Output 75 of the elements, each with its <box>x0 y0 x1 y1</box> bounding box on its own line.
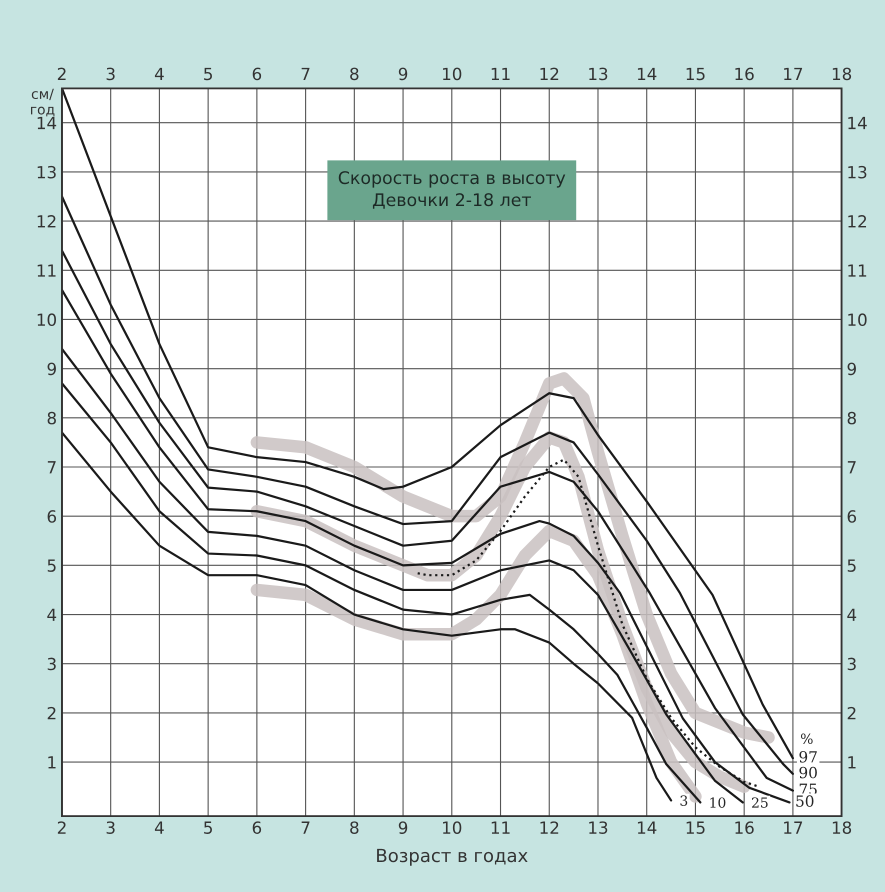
y2-tick-label: 11 <box>848 264 866 277</box>
annotation: % <box>800 733 813 744</box>
x2-tick-label: 6 <box>252 68 262 80</box>
x2-tick-label: 3 <box>106 68 115 80</box>
x2-tick-label: 15 <box>686 68 705 80</box>
x-tick-label: 10 <box>443 821 462 834</box>
x-tick-label: 9 <box>398 821 408 834</box>
y-tick-label: 1 <box>48 756 56 768</box>
x2-tick-label: 14 <box>638 68 656 80</box>
y-tick-label: 2 <box>48 706 56 720</box>
x-axis-title: Возраст в годах <box>377 848 528 866</box>
y-tick-label: 11 <box>38 264 56 277</box>
x-tick-label: 7 <box>302 822 310 834</box>
x-tick-label: 3 <box>106 821 115 834</box>
y-tick-label: 5 <box>48 560 56 572</box>
x-tick-label: 13 <box>589 821 608 834</box>
x-tick-label: 5 <box>204 822 212 834</box>
y2-tick-label: 14 <box>848 116 867 130</box>
x-tick-label: 11 <box>492 822 510 834</box>
x-tick-label: 14 <box>638 822 656 834</box>
y2-tick-label: 4 <box>847 608 856 621</box>
x2-tick-label: 5 <box>204 68 212 80</box>
y2-tick-label: 13 <box>848 166 866 178</box>
y-tick-label: 12 <box>38 215 56 228</box>
series-label: 10 <box>710 797 726 808</box>
y-tick-label: 4 <box>47 608 56 621</box>
x-tick-label: 6 <box>252 821 262 834</box>
x2-tick-label: 9 <box>398 68 408 80</box>
x-tick-label: 16 <box>735 821 754 834</box>
y-tick-label: 9 <box>48 362 56 376</box>
y-tick-label: 6 <box>48 510 56 523</box>
y-tick-label: 7 <box>48 461 56 474</box>
x-tick-label: 8 <box>350 821 358 834</box>
y2-tick-label: 2 <box>848 706 856 720</box>
y2-tick-label: 10 <box>848 313 867 326</box>
series-label: 3 <box>680 795 688 806</box>
y-tick-label: 14 <box>38 116 56 130</box>
x2-tick-label: 12 <box>540 68 558 80</box>
x2-tick-label: 17 <box>784 68 802 80</box>
y2-tick-label: 5 <box>848 560 856 572</box>
x-tick-label: 15 <box>686 822 705 834</box>
series-label: 50 <box>796 795 814 807</box>
x2-tick-label: 16 <box>735 68 754 80</box>
y2-tick-label: 9 <box>848 362 856 376</box>
x2-tick-label: 4 <box>154 68 164 80</box>
y2-tick-label: 12 <box>848 215 866 228</box>
series-label: 90 <box>799 766 817 778</box>
x-tick-label: 17 <box>784 822 802 834</box>
series-label: 25 <box>752 797 768 808</box>
x2-tick-label: 18 <box>832 68 852 80</box>
y-tick-label: 8 <box>48 412 56 424</box>
y2-tick-label: 7 <box>848 461 856 474</box>
line-series <box>62 431 672 802</box>
x2-tick-label: 8 <box>350 68 358 80</box>
y2-tick-label: 1 <box>848 756 856 768</box>
y-tick-label: 3 <box>48 658 56 670</box>
line-series <box>62 88 794 760</box>
x-tick-label: 2 <box>58 821 66 834</box>
x2-tick-label: 13 <box>589 68 608 80</box>
y2-tick-label: 6 <box>848 510 856 523</box>
series-label: 97 <box>799 751 817 763</box>
text: Девочки 2-18 лет <box>372 193 532 209</box>
text: Скорость роста в высоту <box>338 171 566 188</box>
y-tick-label: 13 <box>38 166 56 178</box>
x2-tick-label: 7 <box>302 68 310 80</box>
x2-tick-label: 2 <box>58 68 66 80</box>
x2-tick-label: 10 <box>443 68 462 80</box>
y2-tick-label: 8 <box>848 412 856 424</box>
x-tick-label: 18 <box>832 821 852 834</box>
y-axis-title: см/ год <box>31 88 54 116</box>
x2-tick-label: 11 <box>492 68 510 80</box>
y-tick-label: 10 <box>38 313 56 326</box>
y2-tick-label: 3 <box>848 658 856 670</box>
x-tick-label: 4 <box>154 822 164 834</box>
x-tick-label: 12 <box>540 821 558 834</box>
